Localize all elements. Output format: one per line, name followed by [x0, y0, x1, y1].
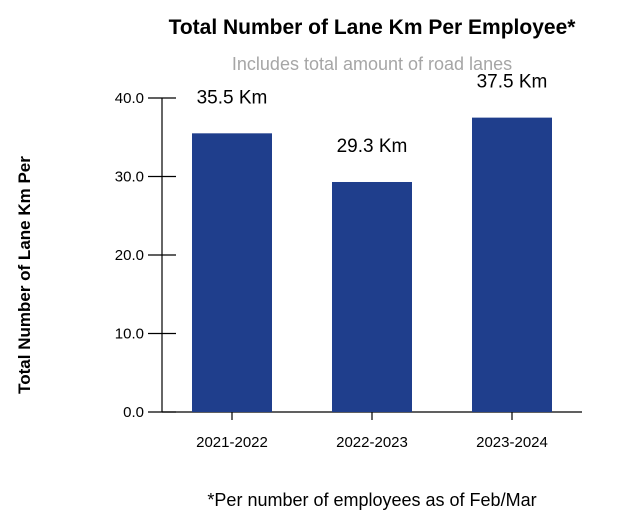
x-tick-label: 2021-2022: [196, 434, 268, 451]
y-axis: 0.0 10.0 20.0 30.0 40.0: [115, 90, 176, 421]
y-tick-label: 40.0: [115, 90, 144, 107]
bars: [192, 117, 552, 412]
y-tick-label: 10.0: [115, 326, 144, 343]
y-tick-label: 20.0: [115, 247, 144, 264]
chart-subtitle: Includes total amount of road lanes: [232, 54, 512, 74]
y-tick-label: 0.0: [123, 404, 144, 421]
data-label: 35.5 Km: [197, 87, 268, 108]
y-axis-label: Total Number of Lane Km Per: [15, 156, 34, 394]
chart-title: Total Number of Lane Km Per Employee*: [169, 16, 577, 39]
data-label: 37.5 Km: [477, 72, 548, 93]
data-labels: 35.5 Km 29.3 Km 37.5 Km: [197, 72, 548, 157]
data-label: 29.3 Km: [337, 136, 408, 157]
bar-2022-2023: [332, 181, 412, 412]
x-tick-label: 2022-2023: [336, 434, 408, 451]
footnote: *Per number of employees as of Feb/Mar: [207, 490, 536, 510]
y-tick-label: 30.0: [115, 169, 144, 186]
x-tick-label: 2023-2024: [476, 434, 548, 451]
bar-2023-2024: [472, 117, 552, 412]
bar-2021-2022: [192, 133, 272, 412]
